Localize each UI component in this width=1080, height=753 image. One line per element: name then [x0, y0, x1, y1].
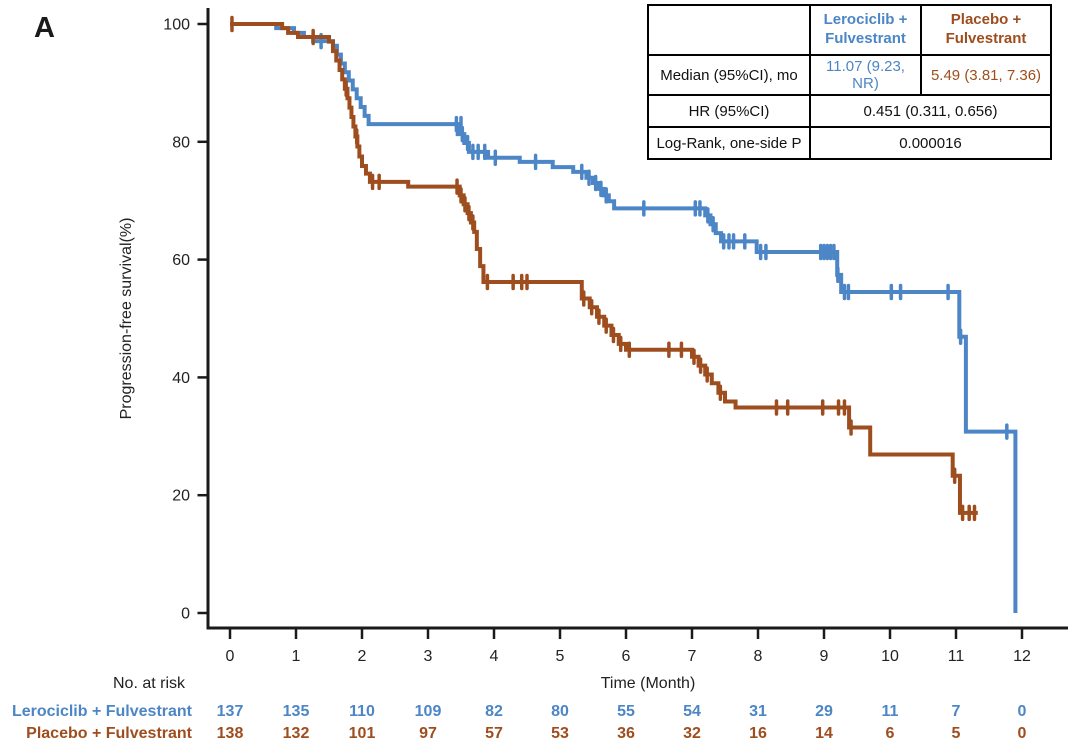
y-axis-title: Progression-free survival(%) — [118, 218, 135, 420]
x-tick-label: 12 — [1013, 648, 1031, 665]
risk-count: 32 — [683, 725, 701, 742]
stats-label-logrank: Log-Rank, one-side P — [647, 126, 811, 160]
x-tick-label: 4 — [490, 648, 499, 665]
stats-row-median: Median (95%CI), mo 11.07 (9.23, NR) 5.49… — [647, 54, 1052, 96]
risk-table-title: No. at risk — [113, 675, 186, 692]
x-tick-label: 10 — [881, 648, 899, 665]
x-tick-label: 5 — [556, 648, 565, 665]
stats-row-logrank: Log-Rank, one-side P 0.000016 — [647, 126, 1052, 160]
y-tick-label: 20 — [172, 488, 190, 505]
stats-row-hr: HR (95%CI) 0.451 (0.311, 0.656) — [647, 94, 1052, 128]
stats-header-placebo: Placebo + Fulvestrant — [920, 4, 1052, 56]
risk-count: 138 — [217, 725, 244, 742]
x-tick-label: 0 — [226, 648, 235, 665]
risk-count: 29 — [815, 703, 833, 720]
risk-count: 6 — [886, 725, 895, 742]
risk-count: 7 — [952, 703, 961, 720]
x-tick-label: 11 — [948, 648, 965, 665]
risk-count: 5 — [952, 725, 961, 742]
y-tick-label: 80 — [172, 134, 190, 151]
stats-table: Lerociclib + Fulvestrant Placebo + Fulve… — [647, 4, 1052, 160]
stats-logrank-value: 0.000016 — [809, 126, 1052, 160]
risk-count: 97 — [419, 725, 437, 742]
risk-row-label: Placebo + Fulvestrant — [26, 725, 193, 742]
stats-label-median: Median (95%CI), mo — [647, 54, 811, 96]
y-tick-label: 60 — [172, 252, 190, 269]
panel-label: A — [34, 12, 55, 44]
x-tick-label: 2 — [358, 648, 367, 665]
x-tick-label: 3 — [424, 648, 433, 665]
x-axis-title: Time (Month) — [601, 675, 696, 692]
stats-median-lerociclib: 11.07 (9.23, NR) — [809, 54, 922, 96]
stats-header-empty — [647, 4, 811, 56]
risk-count: 14 — [815, 725, 833, 742]
risk-row-label: Lerociclib + Fulvestrant — [12, 703, 193, 720]
risk-count: 137 — [217, 703, 244, 720]
risk-count: 135 — [283, 703, 310, 720]
x-tick-label: 9 — [820, 648, 829, 665]
x-tick-label: 1 — [292, 648, 301, 665]
x-tick-label: 8 — [754, 648, 763, 665]
stats-header-row: Lerociclib + Fulvestrant Placebo + Fulve… — [647, 4, 1052, 56]
risk-count: 101 — [349, 725, 376, 742]
risk-count: 82 — [485, 703, 503, 720]
stats-hr-value: 0.451 (0.311, 0.656) — [809, 94, 1052, 128]
x-tick-label: 7 — [688, 648, 697, 665]
risk-count: 31 — [749, 703, 767, 720]
stats-label-hr: HR (95%CI) — [647, 94, 811, 128]
risk-count: 0 — [1018, 725, 1027, 742]
risk-count: 54 — [683, 703, 701, 720]
y-tick-label: 100 — [163, 17, 190, 34]
risk-count: 109 — [415, 703, 442, 720]
risk-count: 36 — [617, 725, 635, 742]
risk-count: 57 — [485, 725, 503, 742]
risk-count: 110 — [349, 703, 375, 720]
stats-header-lerociclib: Lerociclib + Fulvestrant — [809, 4, 922, 56]
risk-count: 0 — [1018, 703, 1027, 720]
risk-count: 132 — [283, 725, 310, 742]
stats-median-placebo: 5.49 (3.81, 7.36) — [920, 54, 1052, 96]
y-tick-label: 0 — [181, 606, 190, 623]
risk-count: 53 — [551, 725, 569, 742]
risk-count: 11 — [882, 703, 899, 720]
risk-count: 16 — [749, 725, 767, 742]
risk-count: 55 — [617, 703, 635, 720]
x-tick-label: 6 — [622, 648, 631, 665]
risk-count: 80 — [551, 703, 569, 720]
y-tick-label: 40 — [172, 370, 190, 387]
